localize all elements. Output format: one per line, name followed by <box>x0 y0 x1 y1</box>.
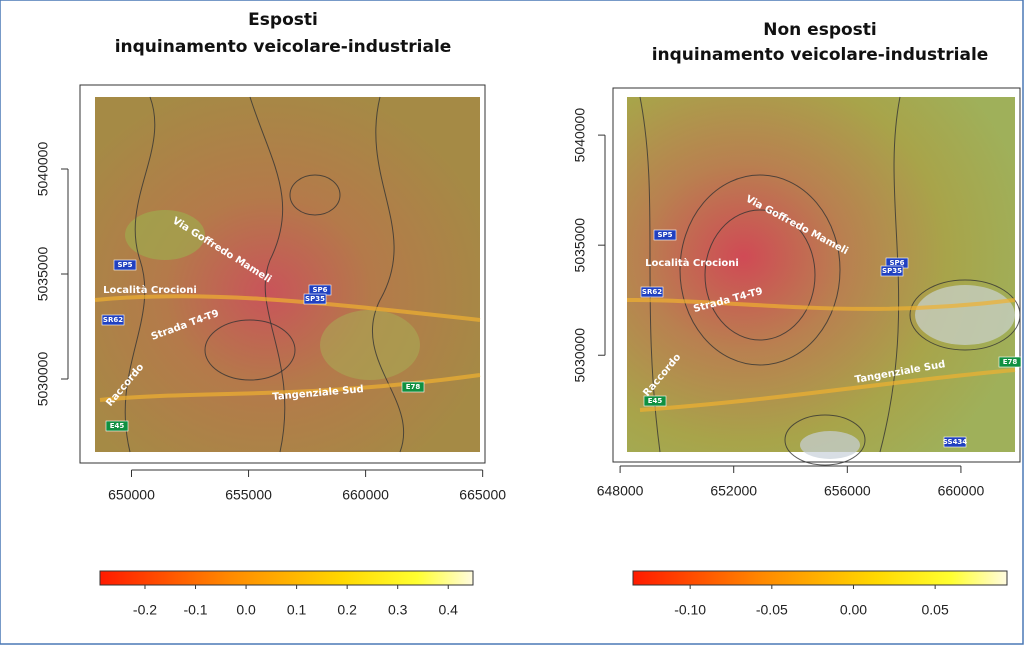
y-tick-label: 5030000 <box>572 328 588 383</box>
y-tick-label: 5035000 <box>572 218 588 273</box>
colorbar-tick-label: 0.05 <box>922 602 949 618</box>
road-label: E45 <box>110 422 125 430</box>
road-label: SP5 <box>657 231 672 239</box>
road-label: SP35 <box>882 267 902 275</box>
colorbar-tick-label: 0.3 <box>388 602 408 618</box>
colorbar-tick-label: 0.2 <box>337 602 357 618</box>
panel-title: Non esposti <box>763 20 877 40</box>
colorbar-tick-label: 0.0 <box>236 602 256 618</box>
street-label: Località Crocioni <box>103 284 197 296</box>
colorbar-tick-label: 0.4 <box>439 602 459 618</box>
y-tick-label: 5030000 <box>35 352 51 407</box>
street-label: Località Crocioni <box>645 257 739 269</box>
colorbar-tick-label: 0.1 <box>287 602 307 618</box>
x-tick-label: 648000 <box>597 483 644 499</box>
road-label: E78 <box>406 383 421 391</box>
x-tick-label: 655000 <box>225 487 272 503</box>
x-tick-label: 660000 <box>342 487 389 503</box>
panel-title: Esposti <box>248 10 318 30</box>
y-tick-label: 5040000 <box>572 108 588 163</box>
colorbar-tick-label: -0.2 <box>133 602 157 618</box>
x-tick-label: 652000 <box>710 483 757 499</box>
colorbar <box>100 571 473 585</box>
road-label: E78 <box>1003 358 1018 366</box>
colorbar-tick-label: -0.05 <box>756 602 788 618</box>
x-tick-label: 665000 <box>459 487 506 503</box>
colorbar-tick-label: -0.10 <box>674 602 706 618</box>
y-tick-label: 5040000 <box>35 142 51 197</box>
road-label: SS434 <box>943 438 968 446</box>
road-label: SP5 <box>117 261 132 269</box>
colorbar <box>633 571 1007 585</box>
x-tick-label: 660000 <box>938 483 985 499</box>
road-label: SP35 <box>305 295 325 303</box>
colorbar-tick-label: -0.1 <box>183 602 207 618</box>
colorbar-tick-label: 0.00 <box>840 602 867 618</box>
x-tick-label: 656000 <box>824 483 871 499</box>
panel-subtitle: inquinamento veicolare-industriale <box>115 37 452 57</box>
y-tick-label: 5035000 <box>35 247 51 302</box>
map-decor <box>95 97 1020 465</box>
figure: Esposti inquinamento veicolare-industrial… <box>0 0 1024 645</box>
road-label: E45 <box>648 397 663 405</box>
x-tick-label: 650000 <box>108 487 155 503</box>
road-label: SP6 <box>312 286 327 294</box>
road-label: SR62 <box>103 316 123 324</box>
road-label: SR62 <box>642 288 662 296</box>
panel-subtitle: inquinamento veicolare-industriale <box>652 45 989 65</box>
